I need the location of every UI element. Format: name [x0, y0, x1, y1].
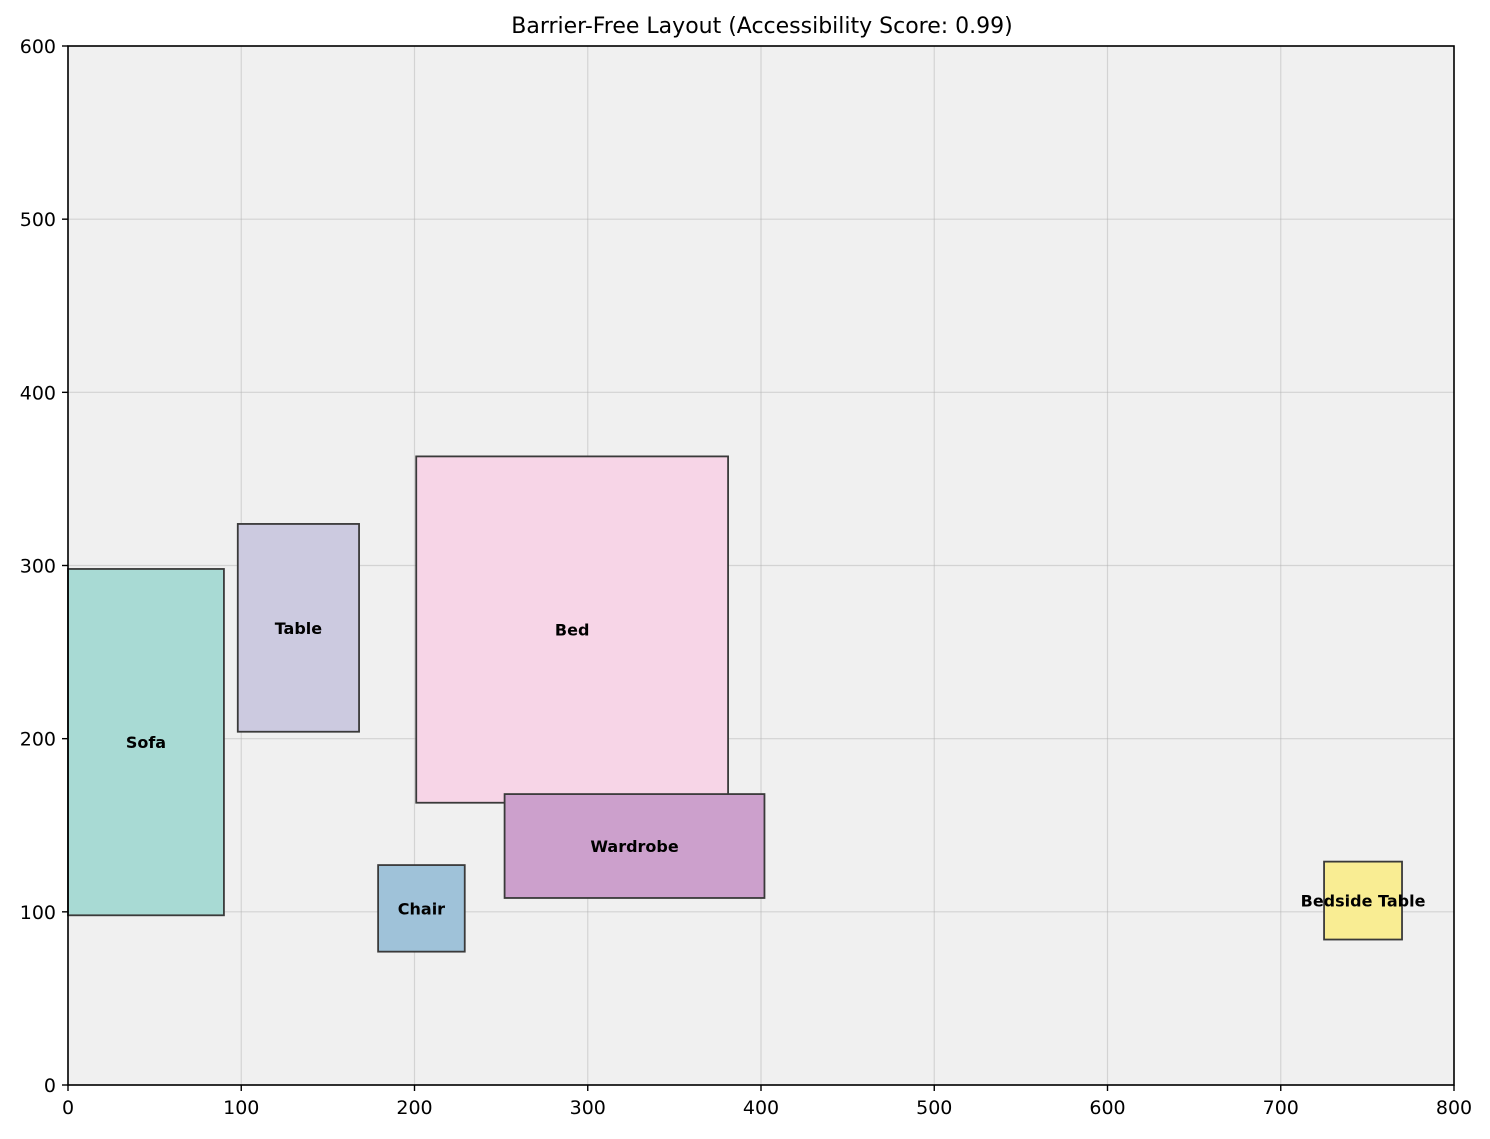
ticks-layer: 0 100 200 300 400 500 600 700 800 0 100 200 300 400 50…: [20, 36, 1472, 1119]
x-tick-label: 600: [1089, 1097, 1125, 1119]
furniture-table: Table: [236, 523, 360, 733]
furniture-wardrobe: Wardrobe: [503, 793, 766, 899]
x-tick-label: 500: [916, 1097, 952, 1119]
x-tick-label: 800: [1436, 1097, 1472, 1119]
items-layer: Sofa Table Bed Wardrobe Chair Bedside Table: [67, 455, 1426, 953]
y-tick-label: 300: [20, 556, 56, 578]
furniture-bed: Bed: [415, 455, 729, 804]
furniture-label-table: Table: [275, 619, 323, 638]
furniture-label-bed: Bed: [555, 621, 590, 640]
furniture-label-bedside-table: Bedside Table: [1301, 892, 1426, 911]
furniture-rect-bed: [415, 455, 729, 804]
furniture-bedside-table: Bedside Table: [1301, 860, 1426, 941]
y-tick-label: 0: [44, 1075, 56, 1097]
furniture-label-sofa: Sofa: [126, 733, 166, 752]
x-tick-label: 0: [62, 1097, 74, 1119]
x-tick-label: 700: [1263, 1097, 1299, 1119]
furniture-rect-sofa: [67, 568, 225, 917]
chart-title: Barrier-Free Layout (Accessibility Score…: [511, 14, 1013, 39]
furniture-rect-table: [236, 523, 360, 733]
y-tick-label: 400: [20, 382, 56, 404]
y-tick-label: 200: [20, 729, 56, 751]
furniture-label-chair: Chair: [398, 899, 445, 918]
y-tick-label: 600: [20, 36, 56, 58]
x-tick-label: 400: [743, 1097, 779, 1119]
furniture-rect-chair: [377, 864, 466, 953]
x-tick-label: 200: [396, 1097, 432, 1119]
furniture-sofa: Sofa: [67, 568, 225, 917]
furniture-chair: Chair: [377, 864, 466, 953]
y-tick-label: 500: [20, 209, 56, 231]
furniture-rect-bedside-table: [1323, 860, 1403, 941]
x-tick-label: 300: [570, 1097, 606, 1119]
furniture-rect-wardrobe: [503, 793, 766, 899]
furniture-label-wardrobe: Wardrobe: [590, 837, 679, 856]
y-tick-label: 100: [20, 902, 56, 924]
x-tick-label: 100: [223, 1097, 259, 1119]
